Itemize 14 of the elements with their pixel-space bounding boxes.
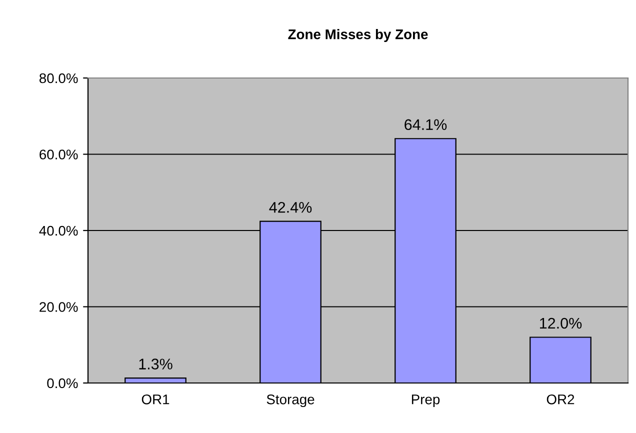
y-tick-label: 40.0% <box>39 226 78 236</box>
data-label: 42.4% <box>269 202 312 213</box>
y-tick-label: 20.0% <box>40 302 78 312</box>
y-tick-label: 0.0% <box>47 378 78 388</box>
data-label: 1.3% <box>139 358 172 370</box>
y-tick-label: 80.0% <box>40 73 78 84</box>
x-tick-label: Storage <box>266 394 314 408</box>
y-tick-label: 60.0% <box>40 150 78 160</box>
data-label: 64.1% <box>404 119 447 130</box>
x-tick-label: OR1 <box>142 394 170 404</box>
chart-title: Zone Misses by Zone <box>288 29 428 42</box>
data-label: 12.0% <box>540 318 582 329</box>
x-tick-label: OR2 <box>546 394 574 404</box>
x-tick-label: Prep <box>412 394 440 408</box>
